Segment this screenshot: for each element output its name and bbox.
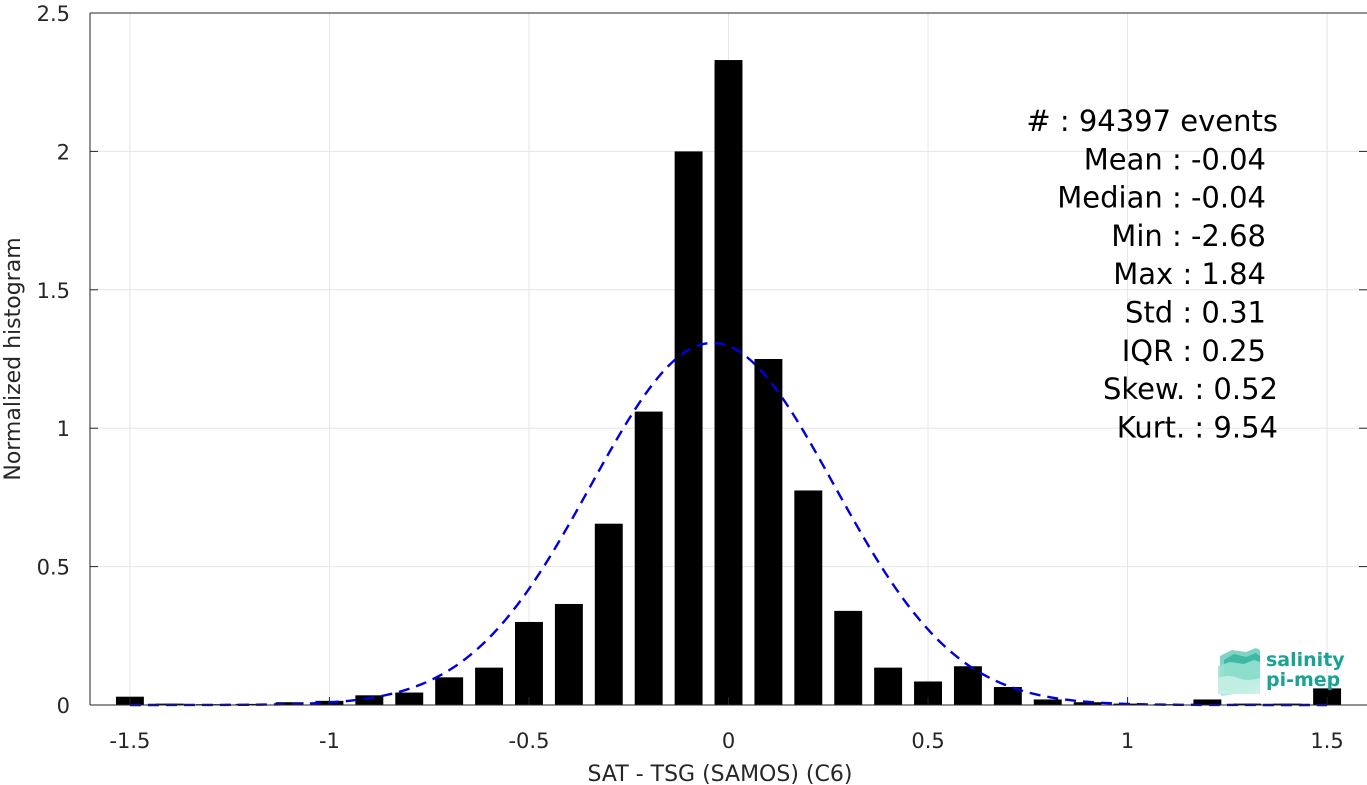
statistics-box: # : 94397 events Mean : -0.04 Median : -0.… bbox=[1026, 104, 1278, 444]
histogram-bar bbox=[714, 60, 743, 705]
y-tick-label: 0.5 bbox=[37, 556, 70, 580]
stat-line: # : 94397 events bbox=[1026, 104, 1278, 138]
histogram-bar bbox=[1073, 702, 1102, 705]
salinity-pi-mep-logo: salinity pi-mep bbox=[1218, 648, 1345, 696]
histogram-bar bbox=[993, 687, 1022, 705]
y-axis-label: Normalized histogram bbox=[1, 237, 26, 480]
histogram-bar bbox=[435, 677, 464, 705]
x-tick-label: -1.5 bbox=[109, 729, 150, 753]
histogram-bar bbox=[1313, 688, 1342, 705]
y-tick-label: 1.5 bbox=[37, 279, 70, 303]
stat-line: Skew. : 0.52 bbox=[1103, 372, 1278, 406]
histogram-bar bbox=[1033, 699, 1062, 705]
histogram-bar bbox=[794, 490, 823, 705]
stat-line: Max : 1.84 bbox=[1113, 257, 1266, 291]
x-axis-ticks: -1.5 -1 -0.5 0 0.5 1 1.5 bbox=[109, 697, 1344, 753]
stat-line: Kurt. : 9.54 bbox=[1117, 410, 1278, 444]
histogram-bar bbox=[953, 666, 982, 705]
histogram-bar bbox=[634, 411, 663, 705]
x-tick-label: 1 bbox=[1121, 729, 1134, 753]
histogram-bar bbox=[515, 621, 543, 705]
waves-icon bbox=[1218, 648, 1260, 696]
histogram-bar bbox=[275, 702, 304, 705]
histogram-bar bbox=[834, 610, 863, 705]
x-tick-label: 0.5 bbox=[911, 729, 944, 753]
logo-line2: pi-mep bbox=[1266, 669, 1340, 691]
y-tick-label: 1 bbox=[57, 417, 70, 441]
histogram-bar bbox=[475, 667, 504, 705]
stat-line: Median : -0.04 bbox=[1057, 181, 1266, 215]
histogram-bar bbox=[395, 692, 424, 705]
y-tick-label: 2.5 bbox=[37, 2, 70, 26]
x-tick-label: 1.5 bbox=[1310, 729, 1343, 753]
x-tick-label: -1 bbox=[319, 729, 340, 753]
x-tick-label: -0.5 bbox=[508, 729, 549, 753]
logo-line1: salinity bbox=[1266, 649, 1345, 671]
x-tick-label: 0 bbox=[722, 729, 735, 753]
histogram-bar bbox=[554, 603, 583, 705]
histogram-bar bbox=[674, 151, 703, 705]
bars bbox=[115, 60, 1342, 705]
histogram-bar bbox=[235, 703, 264, 705]
histogram-bar bbox=[594, 523, 623, 705]
histogram-bar bbox=[1193, 699, 1222, 705]
histogram-bar bbox=[914, 681, 942, 705]
stat-line: Std : 0.31 bbox=[1125, 296, 1266, 330]
y-tick-label: 2 bbox=[57, 140, 70, 164]
y-axis-ticks: 0 0.5 1 1.5 2 2.5 bbox=[37, 2, 1367, 718]
histogram-bar bbox=[874, 667, 903, 705]
stat-line: Mean : -0.04 bbox=[1084, 142, 1266, 176]
stat-line: Min : -2.68 bbox=[1111, 219, 1266, 253]
x-axis-label: SAT - TSG (SAMOS) (C6) bbox=[588, 762, 853, 785]
y-tick-label: 0 bbox=[57, 694, 70, 718]
histogram-bar bbox=[355, 695, 384, 705]
stat-line: IQR : 0.25 bbox=[1122, 334, 1266, 368]
histogram-bar bbox=[754, 359, 783, 705]
